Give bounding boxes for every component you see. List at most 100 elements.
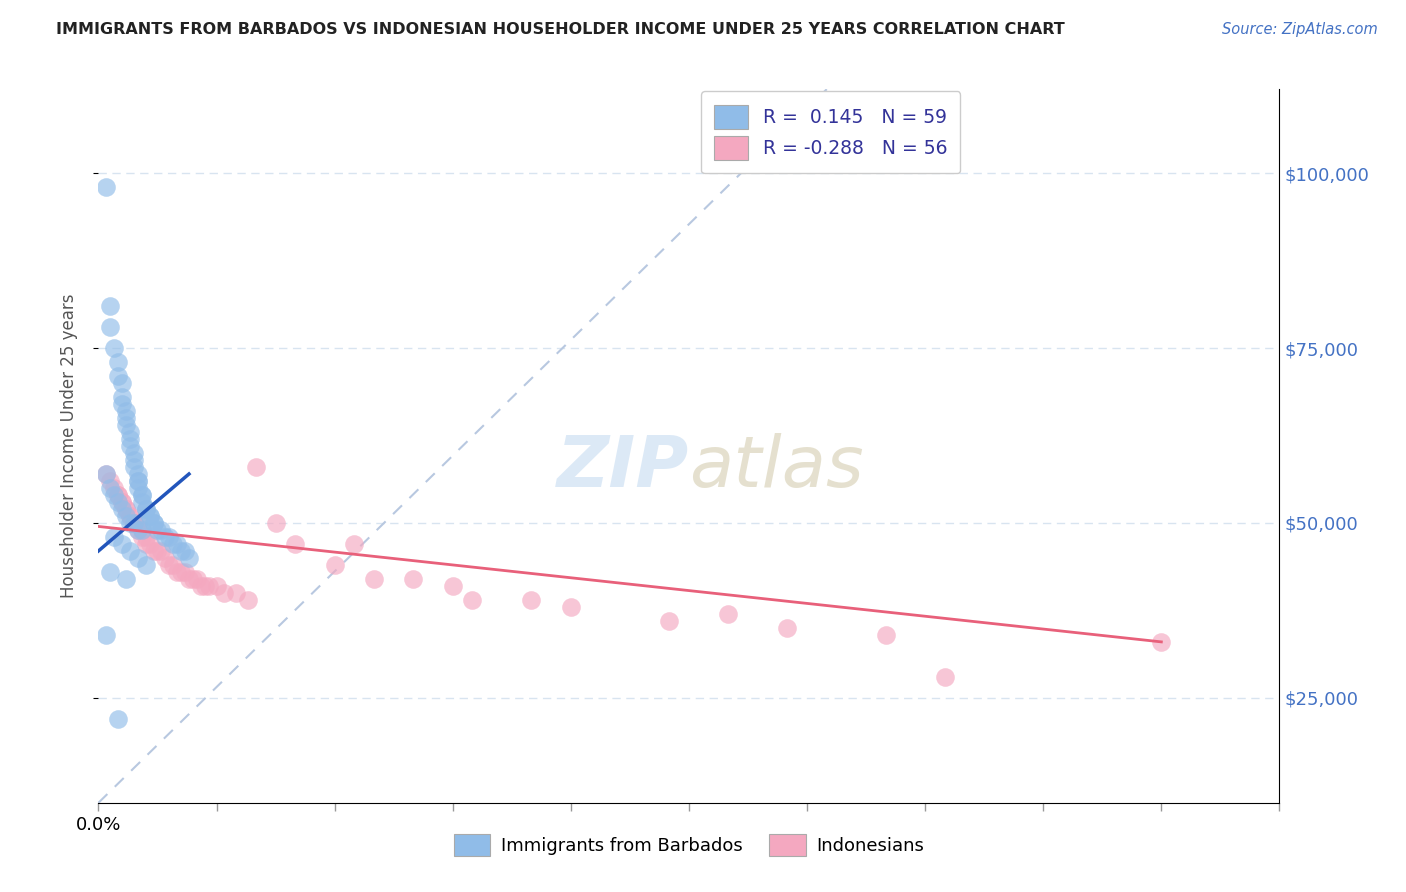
Point bbox=[111, 537, 134, 551]
Point bbox=[135, 502, 157, 516]
Point bbox=[135, 530, 157, 544]
Point bbox=[150, 523, 173, 537]
Point bbox=[155, 530, 177, 544]
Point bbox=[135, 558, 157, 572]
Point bbox=[166, 565, 188, 579]
Point bbox=[127, 516, 149, 530]
Point bbox=[236, 593, 259, 607]
Text: ZIP: ZIP bbox=[557, 433, 689, 502]
Point bbox=[115, 404, 138, 418]
Point bbox=[111, 495, 134, 509]
Point bbox=[658, 614, 681, 628]
Point bbox=[177, 550, 200, 565]
Point bbox=[131, 488, 153, 502]
Point bbox=[461, 593, 484, 607]
Point bbox=[107, 369, 129, 384]
Point bbox=[127, 523, 149, 537]
Point bbox=[115, 502, 138, 516]
Point bbox=[98, 299, 121, 313]
Point bbox=[107, 488, 129, 502]
Point bbox=[1150, 635, 1173, 649]
Point bbox=[127, 467, 149, 481]
Point bbox=[520, 593, 543, 607]
Point bbox=[111, 502, 134, 516]
Point bbox=[205, 579, 228, 593]
Point bbox=[138, 508, 160, 523]
Point bbox=[157, 530, 180, 544]
Point bbox=[96, 467, 118, 481]
Point bbox=[127, 481, 149, 495]
Point bbox=[131, 495, 153, 509]
Point bbox=[96, 628, 118, 642]
Point bbox=[146, 544, 169, 558]
Point bbox=[363, 572, 385, 586]
Point bbox=[127, 474, 149, 488]
Point bbox=[170, 544, 193, 558]
Point bbox=[122, 516, 145, 530]
Point bbox=[170, 565, 193, 579]
Point bbox=[875, 628, 897, 642]
Point bbox=[264, 516, 287, 530]
Point bbox=[146, 523, 169, 537]
Point bbox=[174, 565, 197, 579]
Point bbox=[118, 516, 141, 530]
Point bbox=[127, 523, 149, 537]
Point bbox=[98, 474, 121, 488]
Point bbox=[111, 495, 134, 509]
Y-axis label: Householder Income Under 25 years: Householder Income Under 25 years bbox=[59, 293, 77, 599]
Point bbox=[166, 537, 188, 551]
Point bbox=[131, 530, 153, 544]
Point bbox=[934, 670, 956, 684]
Point bbox=[150, 544, 173, 558]
Point bbox=[177, 572, 200, 586]
Point bbox=[284, 537, 307, 551]
Point bbox=[131, 488, 153, 502]
Point bbox=[135, 502, 157, 516]
Point bbox=[174, 544, 197, 558]
Point bbox=[122, 516, 145, 530]
Point bbox=[107, 488, 129, 502]
Point bbox=[118, 439, 141, 453]
Point bbox=[776, 621, 799, 635]
Point bbox=[157, 558, 180, 572]
Point bbox=[197, 579, 219, 593]
Point bbox=[135, 537, 157, 551]
Point bbox=[98, 565, 121, 579]
Point bbox=[118, 544, 141, 558]
Point bbox=[115, 508, 138, 523]
Point bbox=[111, 390, 134, 404]
Legend: Immigrants from Barbados, Indonesians: Immigrants from Barbados, Indonesians bbox=[444, 825, 934, 865]
Point bbox=[142, 516, 165, 530]
Point bbox=[162, 537, 184, 551]
Text: atlas: atlas bbox=[689, 433, 863, 502]
Point bbox=[186, 572, 208, 586]
Point bbox=[115, 572, 138, 586]
Point bbox=[107, 712, 129, 726]
Point bbox=[111, 376, 134, 390]
Point bbox=[162, 558, 184, 572]
Point bbox=[402, 572, 425, 586]
Point bbox=[131, 523, 153, 537]
Point bbox=[96, 467, 118, 481]
Point bbox=[323, 558, 346, 572]
Point bbox=[122, 460, 145, 475]
Point bbox=[118, 432, 141, 446]
Point bbox=[118, 425, 141, 439]
Point bbox=[142, 516, 165, 530]
Text: IMMIGRANTS FROM BARBADOS VS INDONESIAN HOUSEHOLDER INCOME UNDER 25 YEARS CORRELA: IMMIGRANTS FROM BARBADOS VS INDONESIAN H… bbox=[56, 22, 1064, 37]
Point bbox=[118, 508, 141, 523]
Point bbox=[122, 516, 145, 530]
Point bbox=[138, 508, 160, 523]
Point bbox=[245, 460, 267, 475]
Point bbox=[103, 481, 125, 495]
Point bbox=[115, 417, 138, 432]
Point bbox=[122, 446, 145, 460]
Point bbox=[111, 397, 134, 411]
Point bbox=[142, 544, 165, 558]
Point bbox=[127, 474, 149, 488]
Point bbox=[115, 411, 138, 425]
Point bbox=[96, 180, 118, 194]
Point bbox=[103, 341, 125, 355]
Point bbox=[717, 607, 740, 621]
Point bbox=[122, 453, 145, 467]
